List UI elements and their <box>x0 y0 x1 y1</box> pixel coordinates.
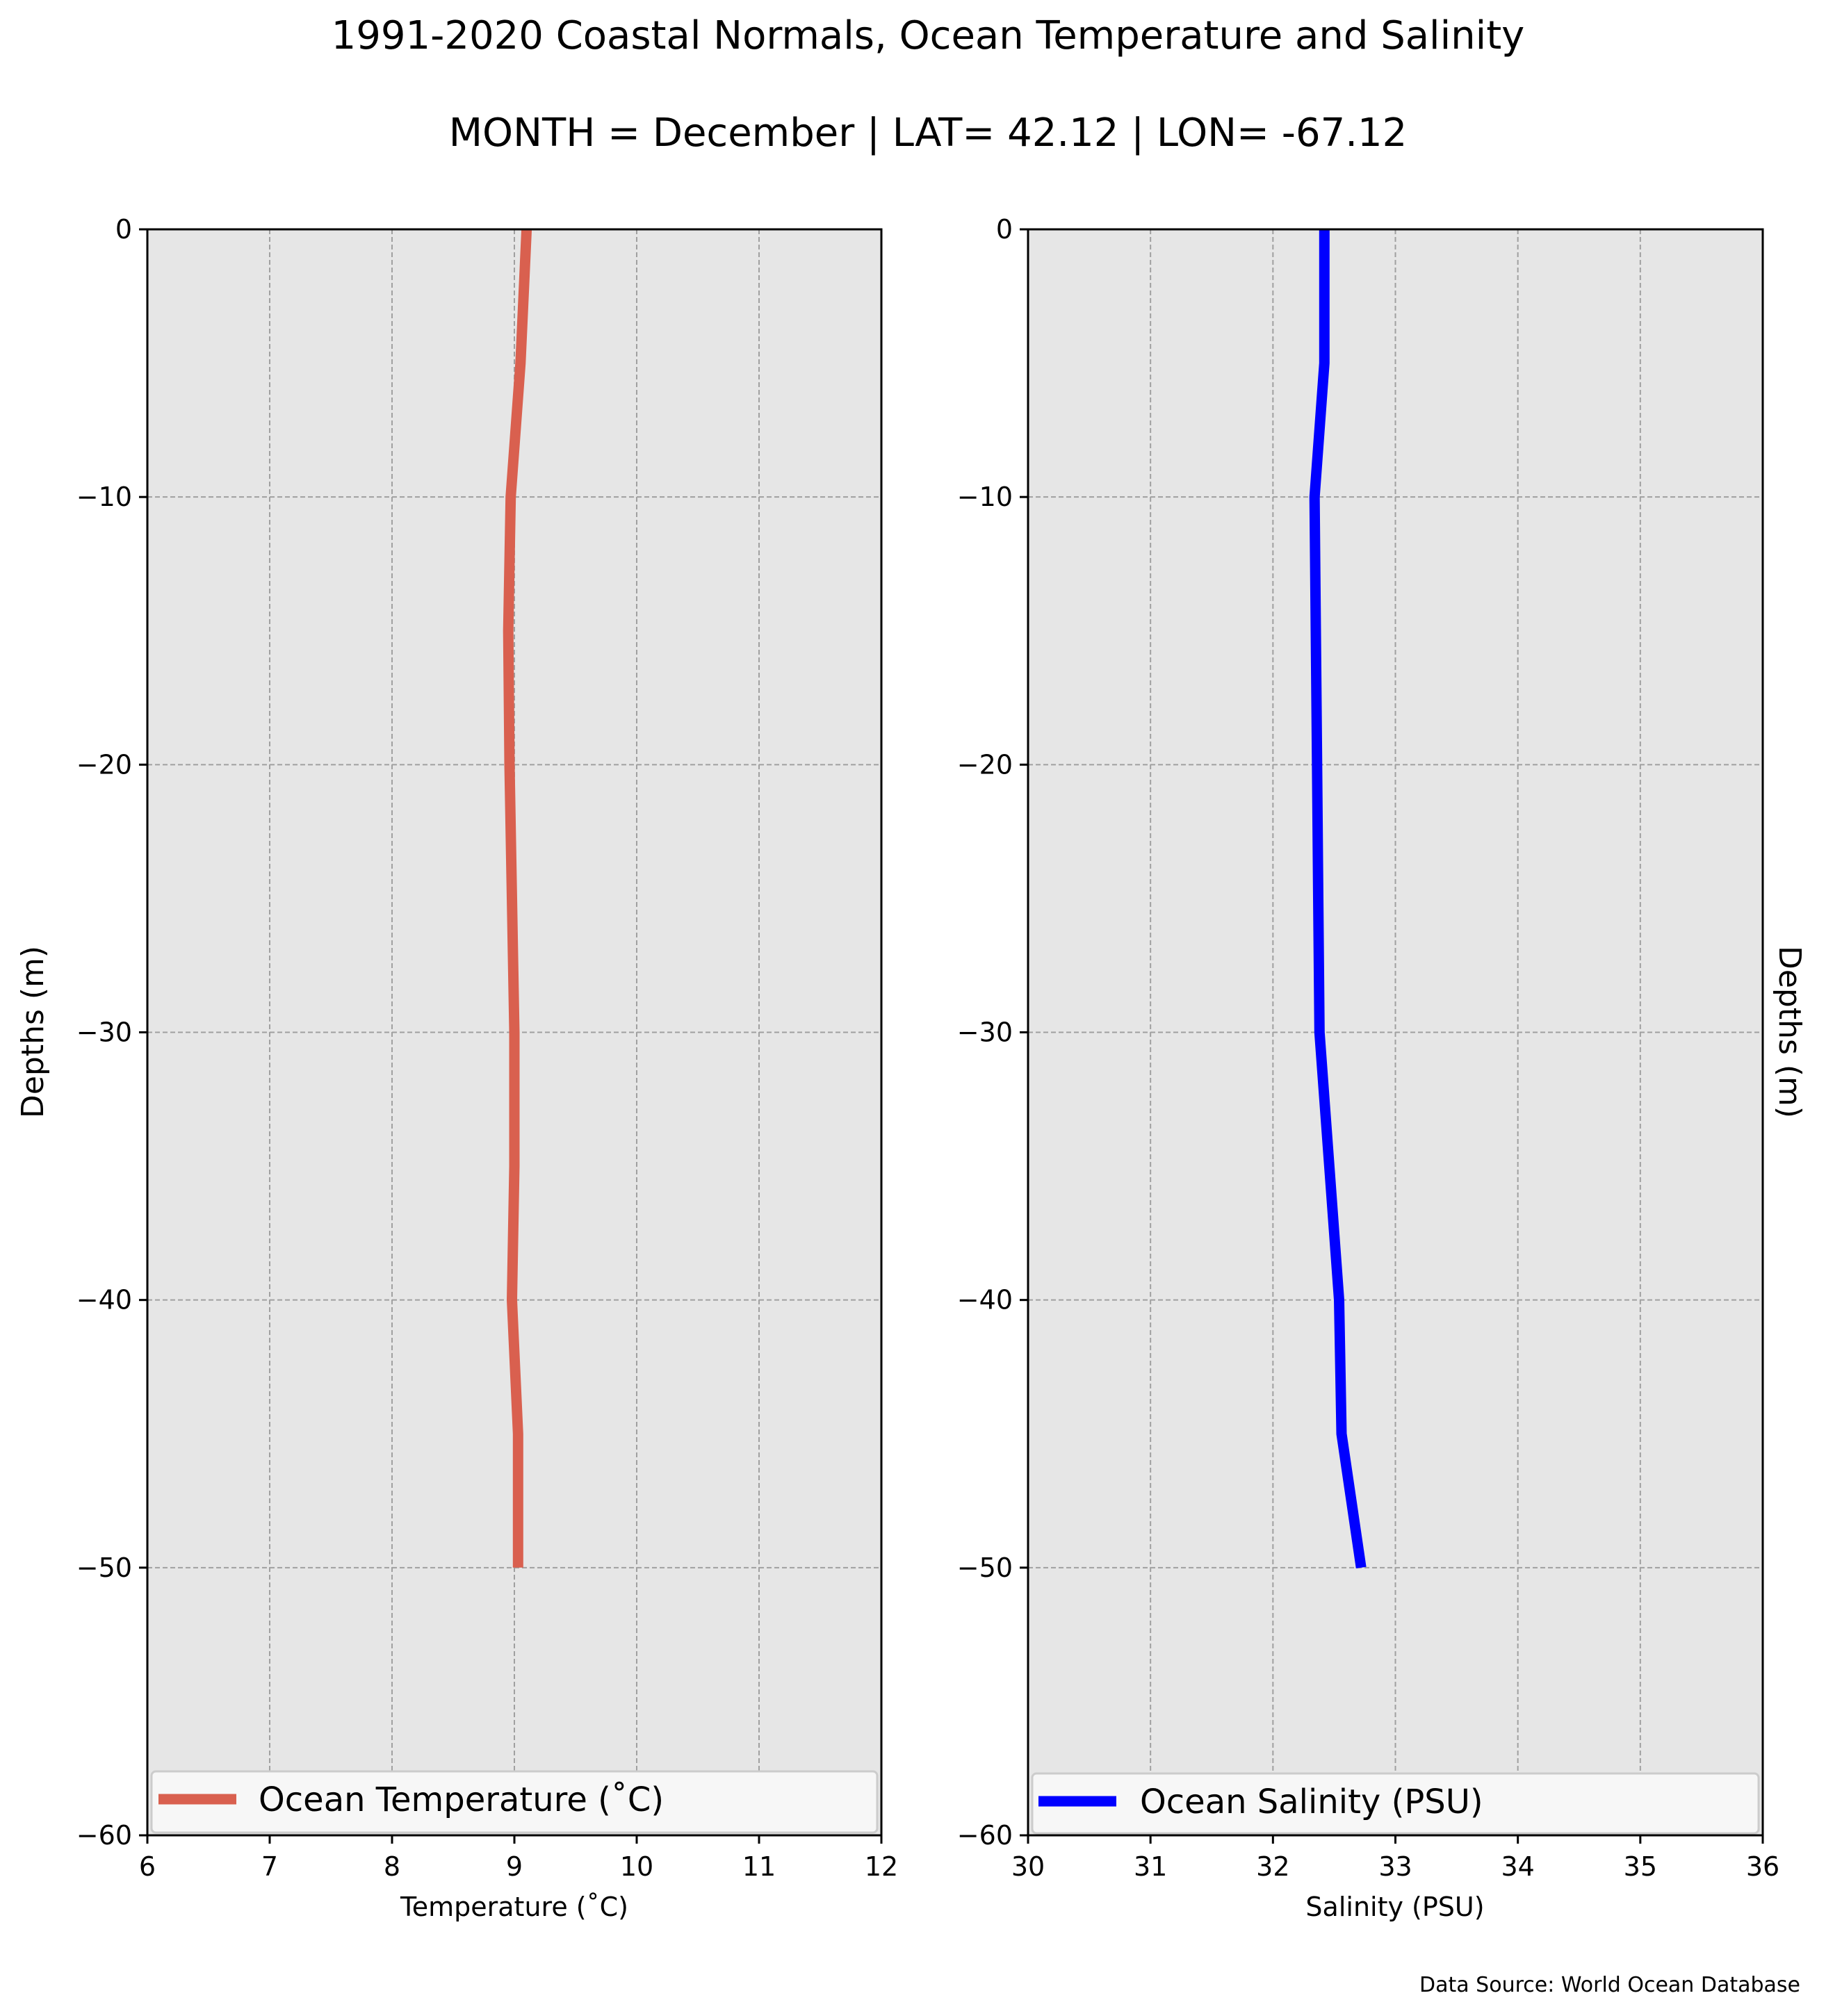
right-y-axis-label: Depths (m) <box>1772 946 1807 1118</box>
salinity-x-tick-label: 30 <box>1011 1851 1045 1882</box>
salinity-y-ticks: 0 −10 −20 −30 −40 −50 −60 <box>957 214 1028 1851</box>
figure-title: 1991-2020 Coastal Normals, Ocean Tempera… <box>332 13 1525 58</box>
temperature-y-tick-label: −40 <box>76 1285 132 1316</box>
temperature-legend-label: Ocean Temperature (˚C) <box>259 1780 664 1819</box>
temperature-x-ticks: 6 7 8 9 10 11 12 <box>139 1835 898 1882</box>
temperature-x-tick-label: 6 <box>139 1851 156 1882</box>
temperature-x-tick-label: 11 <box>742 1851 776 1882</box>
salinity-legend-box <box>1031 1772 1760 1835</box>
left-y-axis-label: Depths (m) <box>15 946 51 1118</box>
temperature-y-ticks: 0 −10 −20 −30 −40 −50 −60 <box>76 214 147 1851</box>
salinity-legend: Ocean Salinity (PSU) <box>1031 1772 1760 1835</box>
salinity-x-tick-label: 36 <box>1746 1851 1779 1882</box>
salinity-x-tick-label: 33 <box>1378 1851 1412 1882</box>
salinity-legend-label: Ocean Salinity (PSU) <box>1140 1783 1483 1821</box>
figure-subtitle: MONTH = December | LAT= 42.12 | LON= -67… <box>449 110 1408 156</box>
salinity-x-axis-label: Salinity (PSU) <box>1305 1892 1484 1922</box>
temperature-x-tick-label: 7 <box>261 1851 278 1882</box>
salinity-y-tick-label: −50 <box>957 1552 1013 1583</box>
temperature-x-tick-label: 12 <box>865 1851 898 1882</box>
salinity-y-tick-label: 0 <box>996 214 1013 245</box>
salinity-x-tick-label: 31 <box>1134 1851 1167 1882</box>
salinity-y-tick-label: −10 <box>957 482 1013 512</box>
temperature-x-tick-label: 8 <box>384 1851 400 1882</box>
temperature-series-line <box>503 229 532 1568</box>
temperature-y-tick-label: −20 <box>76 749 132 780</box>
temperature-x-axis-label: Temperature (˚C) <box>400 1892 628 1922</box>
salinity-y-tick-label: −40 <box>957 1285 1013 1316</box>
salinity-y-tick-label: −30 <box>957 1017 1013 1048</box>
salinity-y-tick-label: −60 <box>957 1820 1013 1851</box>
temperature-legend-box <box>150 1770 879 1834</box>
temperature-legend: Ocean Temperature (˚C) <box>150 1770 879 1834</box>
temperature-x-tick-label: 9 <box>506 1851 523 1882</box>
salinity-x-tick-label: 32 <box>1256 1851 1289 1882</box>
temperature-y-tick-label: −30 <box>76 1017 132 1048</box>
temperature-y-tick-label: −60 <box>76 1820 132 1851</box>
salinity-x-ticks: 30 31 32 33 34 35 36 <box>1011 1835 1779 1882</box>
temperature-panel: 6 7 8 9 10 11 12 0 −10 −20 −30 −40 −50 −60 Ocean Tem… <box>76 214 898 1922</box>
salinity-y-tick-label: −20 <box>957 749 1013 780</box>
data-source-note: Data Source: World Ocean Database <box>1419 1973 1800 1997</box>
salinity-series-line <box>1309 229 1367 1568</box>
temperature-y-tick-label: 0 <box>115 214 132 245</box>
temperature-y-tick-label: −10 <box>76 482 132 512</box>
salinity-x-tick-label: 35 <box>1624 1851 1657 1882</box>
temperature-x-tick-label: 10 <box>620 1851 653 1882</box>
salinity-panel: 30 31 32 33 34 35 36 0 −10 −20 −30 −40 −50 −60 Ocean… <box>957 214 1779 1922</box>
salinity-x-tick-label: 34 <box>1501 1851 1534 1882</box>
temperature-y-tick-label: −50 <box>76 1552 132 1583</box>
